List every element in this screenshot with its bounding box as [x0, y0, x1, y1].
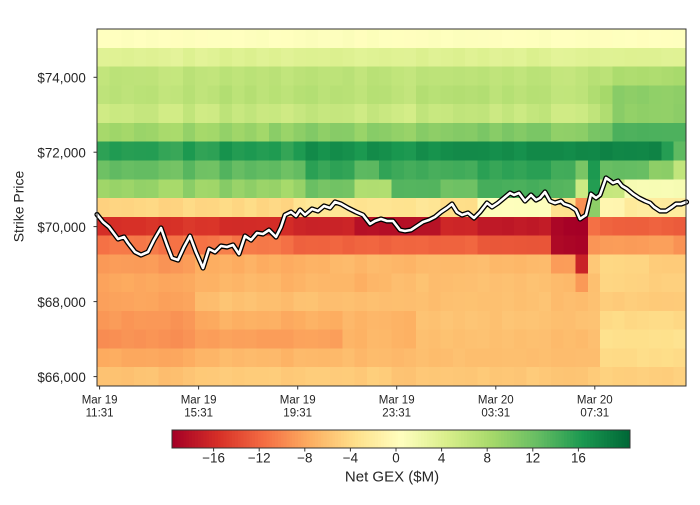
svg-text:15:31: 15:31 — [184, 408, 213, 420]
svg-text:Net GEX ($M): Net GEX ($M) — [345, 468, 439, 485]
svg-text:Mar 19: Mar 19 — [280, 394, 316, 406]
svg-text:−4: −4 — [343, 451, 359, 466]
svg-text:03:31: 03:31 — [481, 408, 510, 420]
svg-text:Mar 19: Mar 19 — [379, 394, 415, 406]
svg-text:Strike Price: Strike Price — [11, 171, 27, 243]
svg-text:11:31: 11:31 — [86, 408, 114, 420]
svg-text:−16: −16 — [202, 451, 225, 466]
svg-text:8: 8 — [483, 451, 490, 466]
svg-text:16: 16 — [571, 451, 586, 466]
svg-text:07:31: 07:31 — [580, 408, 609, 420]
svg-text:$72,000: $72,000 — [37, 146, 85, 161]
svg-text:23:31: 23:31 — [382, 408, 411, 420]
svg-text:$66,000: $66,000 — [37, 370, 85, 385]
svg-text:0: 0 — [392, 451, 399, 466]
svg-text:19:31: 19:31 — [283, 408, 312, 420]
svg-text:Mar 19: Mar 19 — [82, 394, 118, 406]
svg-text:$74,000: $74,000 — [37, 71, 85, 86]
svg-text:$70,000: $70,000 — [37, 220, 85, 235]
svg-text:$68,000: $68,000 — [37, 295, 85, 310]
svg-text:−8: −8 — [297, 451, 312, 466]
svg-text:12: 12 — [525, 451, 540, 466]
svg-text:−12: −12 — [248, 451, 271, 466]
svg-text:4: 4 — [438, 451, 446, 466]
svg-text:Mar 20: Mar 20 — [478, 394, 514, 406]
svg-text:Mar 19: Mar 19 — [181, 394, 217, 406]
svg-text:Mar 20: Mar 20 — [577, 394, 613, 406]
